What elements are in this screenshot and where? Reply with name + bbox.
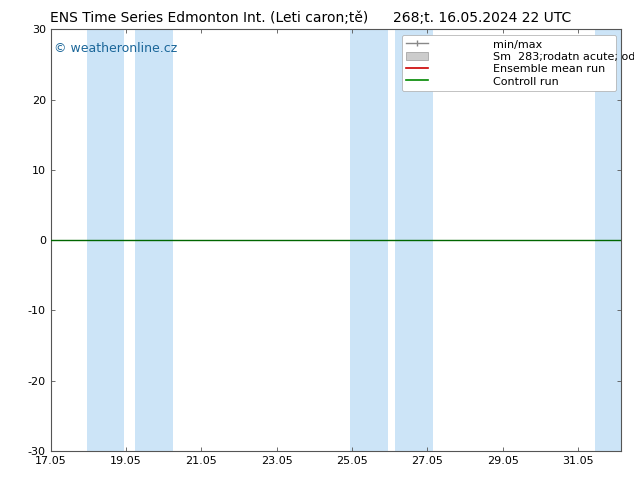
Bar bbox=[350, 29, 388, 451]
Bar bbox=[595, 29, 634, 451]
Bar bbox=[396, 29, 433, 451]
Text: 268;t. 16.05.2024 22 UTC: 268;t. 16.05.2024 22 UTC bbox=[392, 11, 571, 25]
Text: © weatheronline.cz: © weatheronline.cz bbox=[53, 42, 177, 55]
Text: ENS Time Series Edmonton Int. (Leti caron;tě): ENS Time Series Edmonton Int. (Leti caro… bbox=[50, 11, 368, 25]
Bar bbox=[136, 29, 173, 451]
Legend: min/max, Sm  283;rodatn acute; odchylka, Ensemble mean run, Controll run: min/max, Sm 283;rodatn acute; odchylka, … bbox=[402, 35, 616, 91]
Bar bbox=[86, 29, 124, 451]
